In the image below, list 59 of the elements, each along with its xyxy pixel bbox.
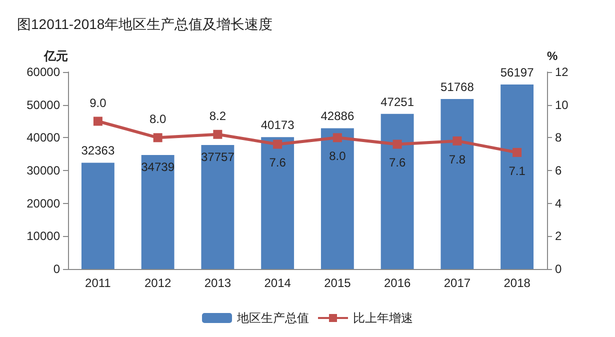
point xyxy=(332,133,342,142)
point xyxy=(392,140,402,149)
y-tick-label: 20000 xyxy=(26,196,60,210)
legend-label: 地区生产总值 xyxy=(236,311,309,325)
y2-tick-label: 4 xyxy=(555,196,562,210)
data-label: 42886 xyxy=(320,109,354,124)
point xyxy=(153,133,162,142)
chart-title: 图12011-2018年地区生产总值及增长速度 xyxy=(17,16,273,32)
y2-tick-label: 0 xyxy=(555,262,562,276)
data-label: 7.6 xyxy=(269,156,286,170)
x-tick-label: 2016 xyxy=(384,276,411,290)
y-tick-label: 40000 xyxy=(26,130,60,145)
bar xyxy=(141,154,174,269)
y-tick-label: 0 xyxy=(53,262,60,276)
y-tick-label: 50000 xyxy=(26,98,60,112)
point xyxy=(213,130,222,139)
y-tick-label: 30000 xyxy=(26,164,60,178)
data-label: 56197 xyxy=(500,65,534,80)
y2-axis-title: % xyxy=(547,49,558,63)
data-label: 32363 xyxy=(81,144,115,158)
data-label: 8.0 xyxy=(149,112,166,126)
point xyxy=(273,140,282,149)
data-label: 7.8 xyxy=(448,152,466,166)
data-label: 40173 xyxy=(260,118,295,132)
bar xyxy=(500,84,534,269)
bar xyxy=(320,128,354,269)
data-label: 9.0 xyxy=(90,96,107,110)
y2-tick-label: 10 xyxy=(555,98,569,112)
y2-tick-label: 6 xyxy=(555,164,562,178)
y2-tick-label: 12 xyxy=(555,65,569,79)
y2-tick-label: 2 xyxy=(555,229,562,244)
data-label: 8.0 xyxy=(329,149,346,164)
bar xyxy=(261,137,294,269)
y2-tick-label: 8 xyxy=(555,130,562,145)
data-label: 47251 xyxy=(380,94,414,109)
point xyxy=(512,148,522,157)
x-tick-label: 2018 xyxy=(504,276,531,290)
bar xyxy=(380,114,414,269)
x-tick-label: 2011 xyxy=(85,276,112,290)
y-tick-label: 10000 xyxy=(26,229,60,244)
bar xyxy=(201,145,234,269)
data-label: 7.6 xyxy=(388,156,406,170)
y-axis-title: 亿元 xyxy=(43,49,68,63)
legend-label: 比上年增速 xyxy=(353,311,413,325)
x-tick-label: 2013 xyxy=(204,276,232,290)
point xyxy=(93,116,102,126)
data-label: 51768 xyxy=(440,80,474,94)
data-label: 37757 xyxy=(201,150,235,164)
x-tick-label: 2014 xyxy=(264,276,292,290)
x-tick-label: 2015 xyxy=(324,276,352,290)
x-tick-label: 2012 xyxy=(144,276,172,290)
bar xyxy=(440,99,474,269)
data-label: 34739 xyxy=(141,160,175,174)
bar xyxy=(81,162,114,269)
data-label: 8.2 xyxy=(209,108,226,123)
data-label: 7.1 xyxy=(508,164,526,178)
y-tick-label: 60000 xyxy=(26,65,60,79)
point xyxy=(452,136,462,146)
x-tick-label: 2017 xyxy=(444,276,471,290)
